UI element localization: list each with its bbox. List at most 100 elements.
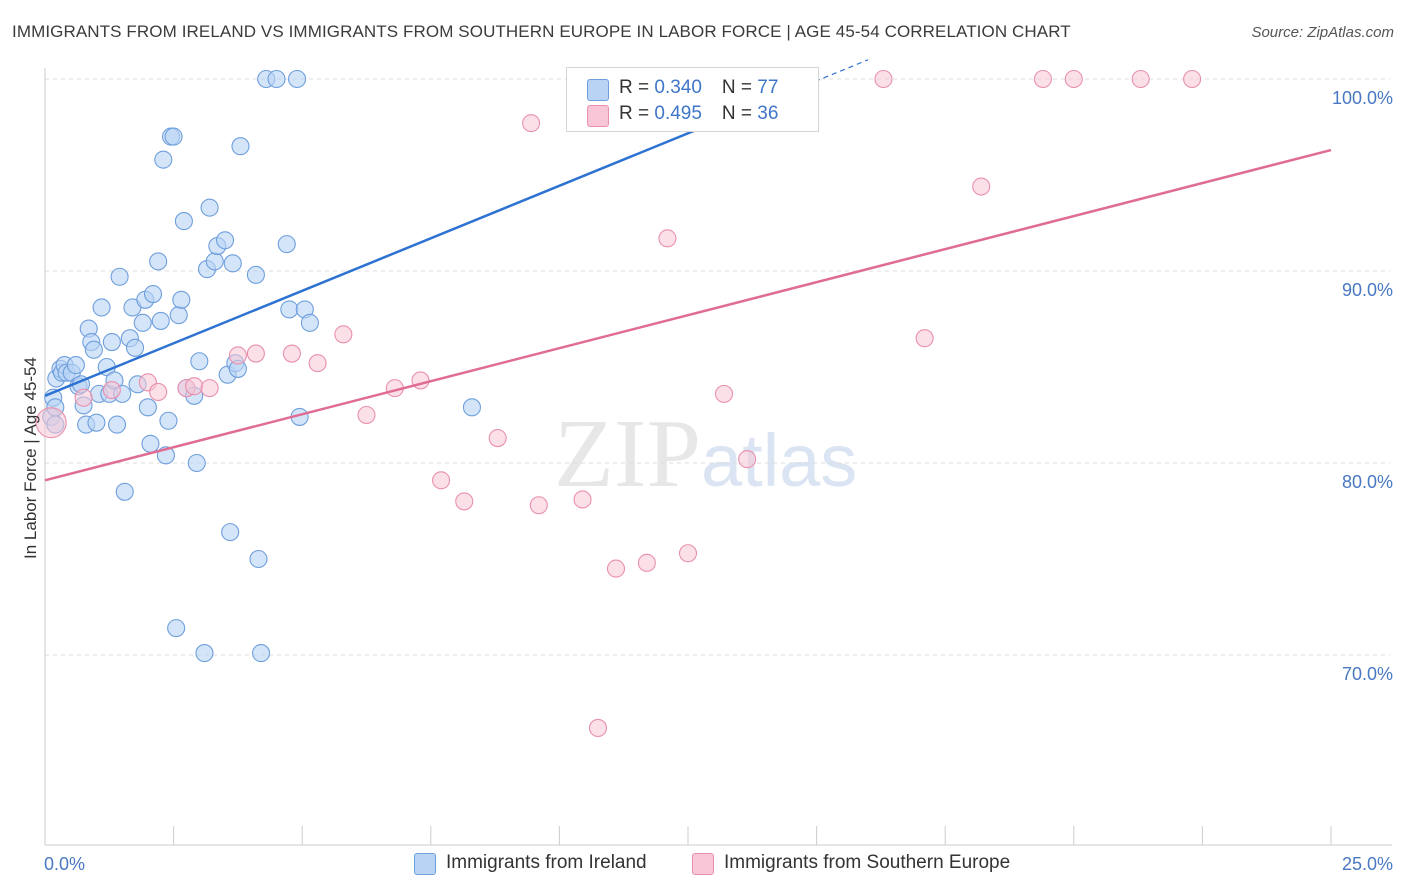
ireland-r-value: 0.340 <box>654 77 702 98</box>
southern-point <box>432 471 451 490</box>
southern-point <box>714 384 734 403</box>
ireland-point <box>107 415 127 434</box>
ireland-point <box>102 332 121 352</box>
ireland-point <box>190 352 209 371</box>
southern-point <box>308 354 327 373</box>
southern-point <box>246 344 265 363</box>
ireland-point <box>92 298 111 317</box>
ireland-point <box>149 252 168 271</box>
ireland-point <box>267 69 286 89</box>
ireland-n-value: 77 <box>757 77 779 98</box>
southern-swatch <box>587 105 609 127</box>
southern-point <box>1131 69 1150 89</box>
grid-lines <box>45 78 1390 656</box>
southern-point <box>228 346 247 365</box>
southern-point <box>35 407 67 439</box>
y-tick-label-90: 90.0% <box>1342 280 1393 300</box>
ireland-n-label: N = <box>721 77 758 98</box>
southern-point <box>874 69 893 89</box>
ireland-point <box>215 231 235 250</box>
southern-point <box>915 329 934 348</box>
y-tick-label-80: 80.0% <box>1342 472 1393 492</box>
southern-point <box>282 344 301 363</box>
x-tick-label-end: 25.0% <box>1342 854 1393 874</box>
ireland-point <box>249 549 268 569</box>
ireland-point <box>159 411 178 430</box>
southern-point <box>455 492 474 511</box>
southern-point <box>149 382 168 402</box>
southern-point <box>678 544 698 563</box>
watermark-zip: ZIP <box>554 400 701 508</box>
southern-n-label: N = <box>721 103 758 124</box>
ireland-point <box>223 254 242 273</box>
southern-point <box>606 559 626 578</box>
watermark: ZIPatlas <box>554 398 857 510</box>
southern-point <box>488 428 507 448</box>
y-tick-label-70: 70.0% <box>1342 664 1393 684</box>
ireland-point <box>154 150 173 169</box>
watermark-atlas: atlas <box>701 419 858 502</box>
ireland-point <box>172 290 191 309</box>
x-tick-label-start: 0.0% <box>44 854 85 874</box>
ireland-point <box>143 284 163 304</box>
y-axis-label: In Labor Force | Age 45-54 <box>21 357 40 559</box>
southern-point <box>74 388 93 407</box>
ireland-point <box>174 212 193 231</box>
southern-point <box>185 377 204 396</box>
southern-point <box>637 553 656 572</box>
ireland-point <box>84 340 103 359</box>
ireland-point <box>110 267 129 286</box>
ireland-point <box>66 356 85 375</box>
ireland-point <box>133 313 152 332</box>
ireland-point <box>246 265 265 284</box>
southern-point <box>522 114 541 133</box>
southern-point <box>573 490 592 509</box>
ireland-point <box>138 398 157 417</box>
bottom-southern-label: Immigrants from Southern Europe <box>724 852 1011 873</box>
ireland-point <box>167 619 186 638</box>
southern-point <box>588 718 608 738</box>
ireland-point <box>195 644 214 663</box>
ireland-point <box>251 644 271 663</box>
source-note: Source: ZipAtlas.com <box>1251 24 1394 41</box>
ireland-trend-line <box>44 100 766 397</box>
southern-point <box>200 379 219 398</box>
correlation-legend: R = 0.340 N = 77 R = 0.495 N = 36 <box>566 67 819 132</box>
y-tick-label-100: 100.0% <box>1332 88 1393 108</box>
southern-point <box>1183 69 1202 89</box>
southern-point <box>1033 69 1052 89</box>
southern-point <box>1064 69 1083 89</box>
chart-title: IMMIGRANTS FROM IRELAND VS IMMIGRANTS FR… <box>12 22 1071 41</box>
southern-point <box>658 229 677 248</box>
southern-point <box>529 496 548 515</box>
ireland-point <box>151 311 170 330</box>
southern-point <box>102 380 121 400</box>
ireland-r-label: R = <box>619 77 655 98</box>
ireland-swatch <box>587 79 609 101</box>
ireland-point <box>141 434 160 453</box>
ireland-point <box>187 453 206 473</box>
southern-r-label: R = <box>619 103 655 124</box>
southern-point <box>357 405 376 425</box>
southern-r-value: 0.495 <box>654 103 702 124</box>
southern-trend-line <box>44 148 1332 482</box>
southern-point <box>738 450 757 469</box>
ireland-point <box>280 300 299 319</box>
bottom-ireland-swatch <box>414 853 436 875</box>
ireland-point <box>87 413 106 432</box>
bottom-southern-swatch <box>692 853 714 875</box>
axes <box>44 68 1392 846</box>
ireland-point <box>221 523 240 542</box>
ireland-point <box>125 338 145 357</box>
southern-series <box>35 69 1202 738</box>
ireland-point <box>205 252 224 271</box>
ireland-point <box>277 235 296 254</box>
ireland-point <box>288 69 307 89</box>
ireland-point <box>200 198 219 217</box>
southern-point <box>334 325 353 344</box>
ireland-point <box>231 137 250 156</box>
ireland-point <box>115 482 134 501</box>
tick-labels: 70.0% 80.0% 90.0% 100.0% 0.0% 25.0% <box>44 88 1393 874</box>
bottom-ireland-label: Immigrants from Ireland <box>446 852 647 873</box>
